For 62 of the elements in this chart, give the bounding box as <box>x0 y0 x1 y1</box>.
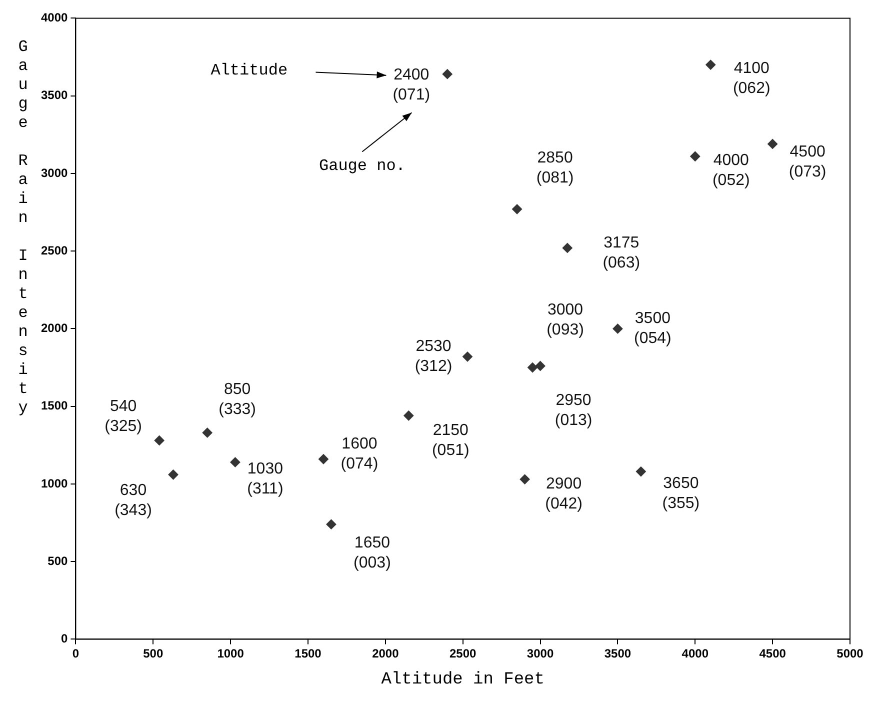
point <box>768 138 778 149</box>
point <box>404 410 414 421</box>
annotation: 2850 (081) <box>536 150 574 187</box>
point <box>562 242 572 253</box>
annotation: 2400 (071) <box>392 66 430 104</box>
x-tick-label: 3500 <box>604 646 632 661</box>
text: Gauge Rain Intensity <box>18 38 28 417</box>
x-axis-title: Altitude in Feet <box>381 670 544 690</box>
point <box>636 466 646 477</box>
x-tick-label: 0 <box>72 646 80 661</box>
annotation: 3000 (093) <box>546 301 584 338</box>
annotation: 3175 (063) <box>602 234 640 272</box>
x-tick-label: 4000 <box>682 646 709 661</box>
y-tick-label: 1000 <box>40 476 68 490</box>
annotation: Gauge no. <box>318 157 406 176</box>
point <box>612 324 623 334</box>
y-tick-label: 4000 <box>40 10 68 25</box>
point <box>535 360 546 371</box>
annotation: 2900 (042) <box>545 476 582 513</box>
x-tick-label: 1500 <box>294 646 322 661</box>
annotation: 630 (343) <box>114 482 152 520</box>
annotation: 1600 (074) <box>340 436 378 473</box>
point <box>442 69 452 80</box>
y-tick-label: 500 <box>48 554 68 568</box>
point <box>706 60 716 70</box>
annotation: 4100 (062) <box>732 60 770 98</box>
annotation: 1650 (003) <box>354 534 391 572</box>
annotation: 3500 (054) <box>634 310 672 348</box>
point <box>512 204 522 214</box>
y-tick-label: 0 <box>61 632 68 646</box>
x-tick-label: 4500 <box>759 646 786 661</box>
point <box>326 519 336 530</box>
annotation: 1030 (311) <box>247 460 284 498</box>
point <box>168 470 178 480</box>
x-tick-label: 500 <box>143 646 164 661</box>
x-tick-label: 1000 <box>217 646 244 661</box>
point <box>318 454 328 464</box>
annotation: 4500 (073) <box>788 143 826 180</box>
x-tick-label: 5000 <box>836 646 864 661</box>
x-tick-label: 2500 <box>449 646 477 661</box>
x-tick-label: 2000 <box>372 646 400 661</box>
point <box>154 435 164 446</box>
y-tick-label: 2500 <box>40 243 68 258</box>
y-tick-label: 3500 <box>40 88 68 102</box>
annotation: Altitude <box>210 62 288 80</box>
annotation: 2530 (312) <box>414 338 452 376</box>
annotation: 2950 (013) <box>554 392 592 429</box>
x-tick-label: 3000 <box>526 646 554 661</box>
point <box>462 352 472 362</box>
point <box>202 428 212 438</box>
annotation: 4000 (052) <box>712 152 750 189</box>
point <box>230 457 240 468</box>
point <box>528 362 538 373</box>
y-tick-label: 1500 <box>40 398 68 413</box>
y-tick-label: 3000 <box>40 166 68 180</box>
annotation: 850 (333) <box>218 381 256 418</box>
point <box>520 474 530 484</box>
annotation: 2150 (051) <box>432 422 470 460</box>
y-tick-label: 2000 <box>40 321 68 336</box>
annotation: 3650 (355) <box>662 474 700 512</box>
point <box>690 151 700 162</box>
annotation: 540 (325) <box>104 398 142 435</box>
